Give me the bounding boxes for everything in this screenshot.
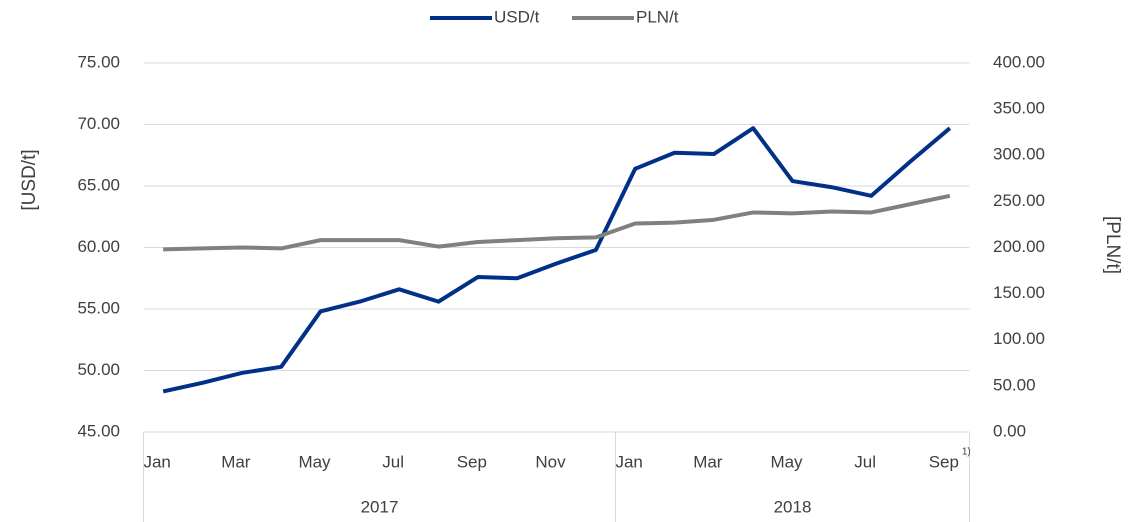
y2-tick-label: 50.00	[993, 375, 1036, 394]
y2-axis-title: [PLN/t]	[1102, 216, 1123, 274]
y2-tick-label: 300.00	[993, 145, 1045, 164]
y2-tick-label: 100.00	[993, 329, 1045, 348]
x-tick-label: Mar	[221, 452, 251, 471]
x-tick-label: Sep	[457, 452, 487, 471]
x-tick-label: Jul	[382, 452, 404, 471]
y2-tick-label: 400.00	[993, 52, 1045, 71]
y2-tick-label: 250.00	[993, 191, 1045, 210]
y-axis-title: [USD/t]	[19, 149, 40, 210]
x-tick-label: May	[770, 452, 803, 471]
x-tick-label: May	[298, 452, 331, 471]
y2-tick-label: 150.00	[993, 283, 1045, 302]
y-tick-label: 45.00	[77, 421, 120, 440]
y2-tick-label: 200.00	[993, 237, 1045, 256]
annotation: 1)	[962, 447, 971, 458]
y-tick-label: 65.00	[77, 175, 120, 194]
x-tick-label: Sep	[929, 452, 959, 471]
x-tick-label: Jul	[854, 452, 876, 471]
y-tick-label: 75.00	[77, 52, 120, 71]
y2-tick-label: 0.00	[993, 421, 1026, 440]
x-group-label: 2017	[361, 497, 399, 516]
y-tick-label: 70.00	[77, 114, 120, 133]
y2-tick-label: 350.00	[993, 99, 1045, 118]
x-tick-label: Mar	[693, 452, 723, 471]
legend-label: PLN/t	[636, 7, 679, 26]
y-tick-label: 55.00	[77, 298, 120, 317]
series-line	[163, 193, 951, 252]
x-tick-label: Nov	[535, 452, 566, 471]
x-tick-label: Jan	[143, 452, 170, 471]
x-group-label: 2018	[774, 497, 812, 516]
y-tick-label: 50.00	[77, 360, 120, 379]
x-tick-label: Jan	[615, 452, 642, 471]
y-tick-label: 60.00	[77, 237, 120, 256]
series-line	[162, 126, 952, 394]
legend-label: USD/t	[494, 7, 540, 26]
